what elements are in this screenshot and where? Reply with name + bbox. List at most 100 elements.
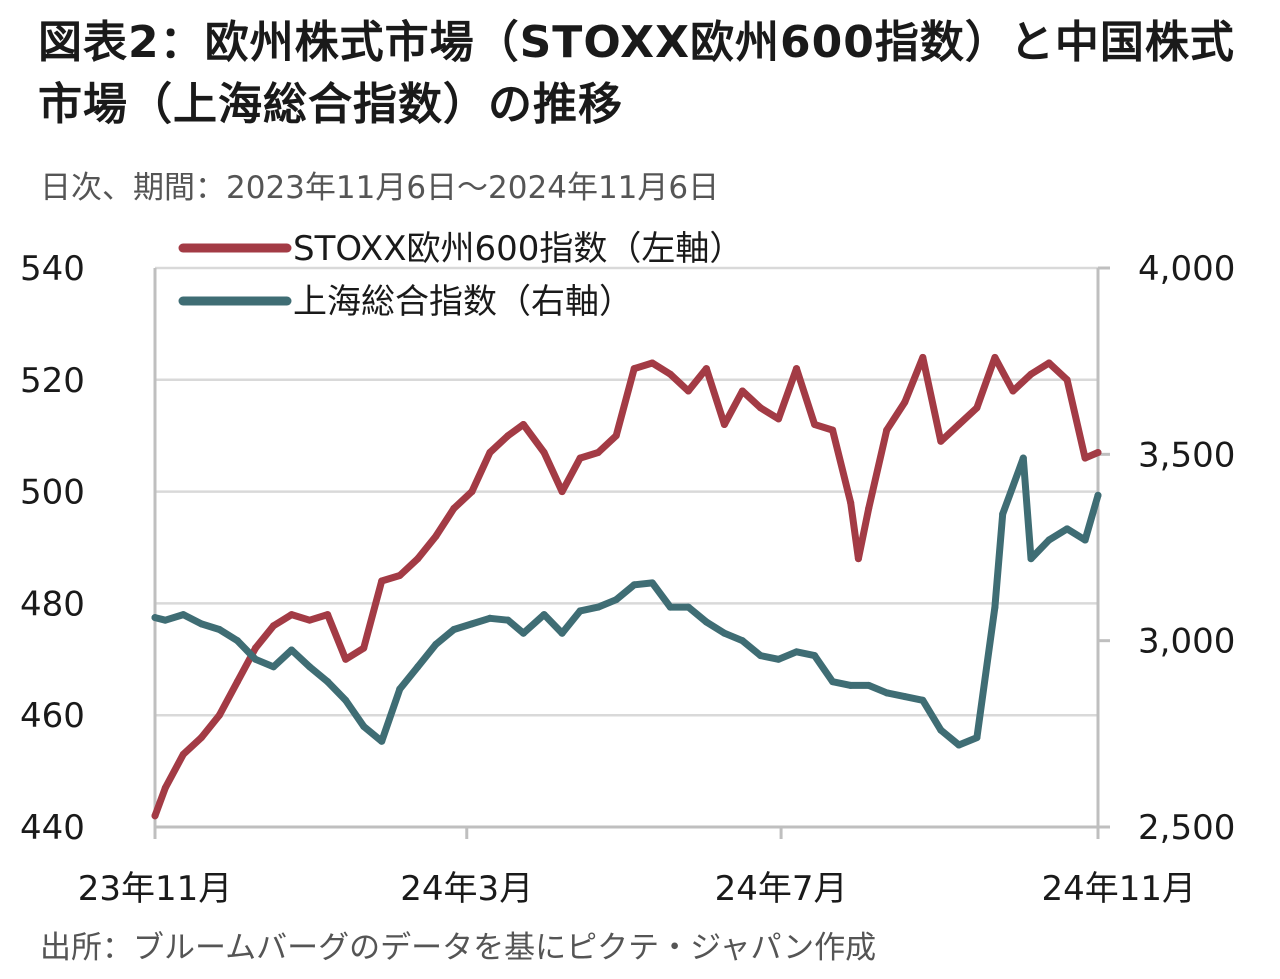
legend-label-2: 上海総合指数（右軸） (293, 282, 633, 322)
series-1-point (793, 365, 801, 373)
series-2-point (450, 625, 458, 633)
series-1-point (396, 571, 404, 579)
series-2-point (179, 611, 187, 619)
series-1-point (756, 404, 764, 412)
series-2-point (648, 579, 656, 587)
series-1-point (829, 426, 837, 434)
series-1-point (666, 370, 674, 378)
series-2-point (161, 616, 169, 624)
series-2-point (594, 603, 602, 611)
series-2-point (306, 663, 314, 671)
series-1-point (270, 622, 278, 630)
series-2-point (233, 637, 241, 645)
series-2-point (558, 629, 566, 637)
series-2-point (883, 689, 891, 697)
series-1-point (324, 611, 332, 619)
series-2-point (955, 741, 963, 749)
x-tick-label: 24年7月 (715, 869, 848, 909)
series-2-point (197, 620, 205, 628)
series-1-point (519, 421, 527, 429)
x-tick-label: 24年3月 (400, 869, 533, 909)
series-1-point (306, 616, 314, 624)
legend-label-1: STOXX欧州600指数（左軸） (293, 229, 743, 269)
series-1-point (648, 359, 656, 367)
series-1-point (504, 432, 512, 440)
series-1-point (450, 504, 458, 512)
series-2-point (324, 678, 332, 686)
series-1-point (342, 655, 350, 663)
y-right-tick-label: 3,000 (1138, 622, 1235, 662)
series-2-point (1027, 555, 1035, 563)
series-2-point (468, 620, 476, 628)
series-2-point (342, 696, 350, 704)
series-2-point (432, 640, 440, 648)
series-2-point (360, 722, 368, 730)
series-1-point (1009, 387, 1017, 395)
series-2-point (251, 655, 259, 663)
series-2-point (973, 734, 981, 742)
series-2-point (793, 648, 801, 656)
series-2-point (630, 581, 638, 589)
series-2-point (540, 611, 548, 619)
series-1-point (161, 784, 169, 792)
series-1-point (468, 488, 476, 496)
series-1-point (973, 404, 981, 412)
series-2-point (1019, 454, 1027, 462)
series-2-point (991, 603, 999, 611)
series-1-point (854, 555, 862, 563)
series-2-point (378, 737, 386, 745)
series-1-point (901, 398, 909, 406)
series-2-point (504, 616, 512, 624)
series-2-point (486, 614, 494, 622)
gridlines (155, 266, 1098, 717)
legend: STOXX欧州600指数（左軸） 上海総合指数（右軸） (178, 229, 743, 322)
series-2-point (612, 596, 620, 604)
series-1-point (775, 415, 783, 423)
series-2-point (829, 678, 837, 686)
series-1-point (811, 421, 819, 429)
series-1-point (378, 577, 386, 585)
series-1-point (1045, 359, 1053, 367)
series-1-point (1027, 370, 1035, 378)
series-2-point (414, 663, 422, 671)
series-2-point (519, 629, 527, 637)
series-1-point (360, 644, 368, 652)
series-1-point (486, 448, 494, 456)
series-1-point (288, 611, 296, 619)
series-1-point (955, 421, 963, 429)
series-2-point (151, 614, 159, 622)
series-line-2 (151, 454, 1102, 749)
series-2-point (684, 603, 692, 611)
series-1-point (630, 365, 638, 373)
series-1-point (540, 448, 548, 456)
series-2-point (811, 652, 819, 660)
series-1-point (1063, 376, 1071, 384)
y-left-tick-label: 520 (20, 361, 85, 401)
series-1-point (883, 426, 891, 434)
series-1-point (197, 734, 205, 742)
series-1-point (576, 454, 584, 462)
x-tick-label: 23年11月 (78, 869, 233, 909)
series-2-point (720, 629, 728, 637)
series-2-point (1045, 536, 1053, 544)
y-left-tick-label: 480 (20, 584, 85, 624)
series-2-point (937, 726, 945, 734)
series-1-point (233, 678, 241, 686)
series-2-point (270, 663, 278, 671)
tick-labels: 440 460 480 500 520 540 2,500 3,000 3,500 4,000 23… (20, 249, 1235, 909)
series-2-point (215, 625, 223, 633)
series-1-point (151, 812, 159, 820)
series-1-point (215, 711, 223, 719)
series-2-point (702, 618, 710, 626)
y-left-tick-label: 500 (20, 473, 85, 513)
series-2-point (1094, 491, 1102, 499)
series-1-point (1094, 448, 1102, 456)
x-tick-label: 24年11月 (1041, 869, 1196, 909)
series-1-point (738, 387, 746, 395)
axes (153, 266, 1110, 839)
series-1-point (414, 555, 422, 563)
series-2-point (396, 685, 404, 693)
series-2-point (999, 510, 1007, 518)
series-1-point (179, 750, 187, 758)
